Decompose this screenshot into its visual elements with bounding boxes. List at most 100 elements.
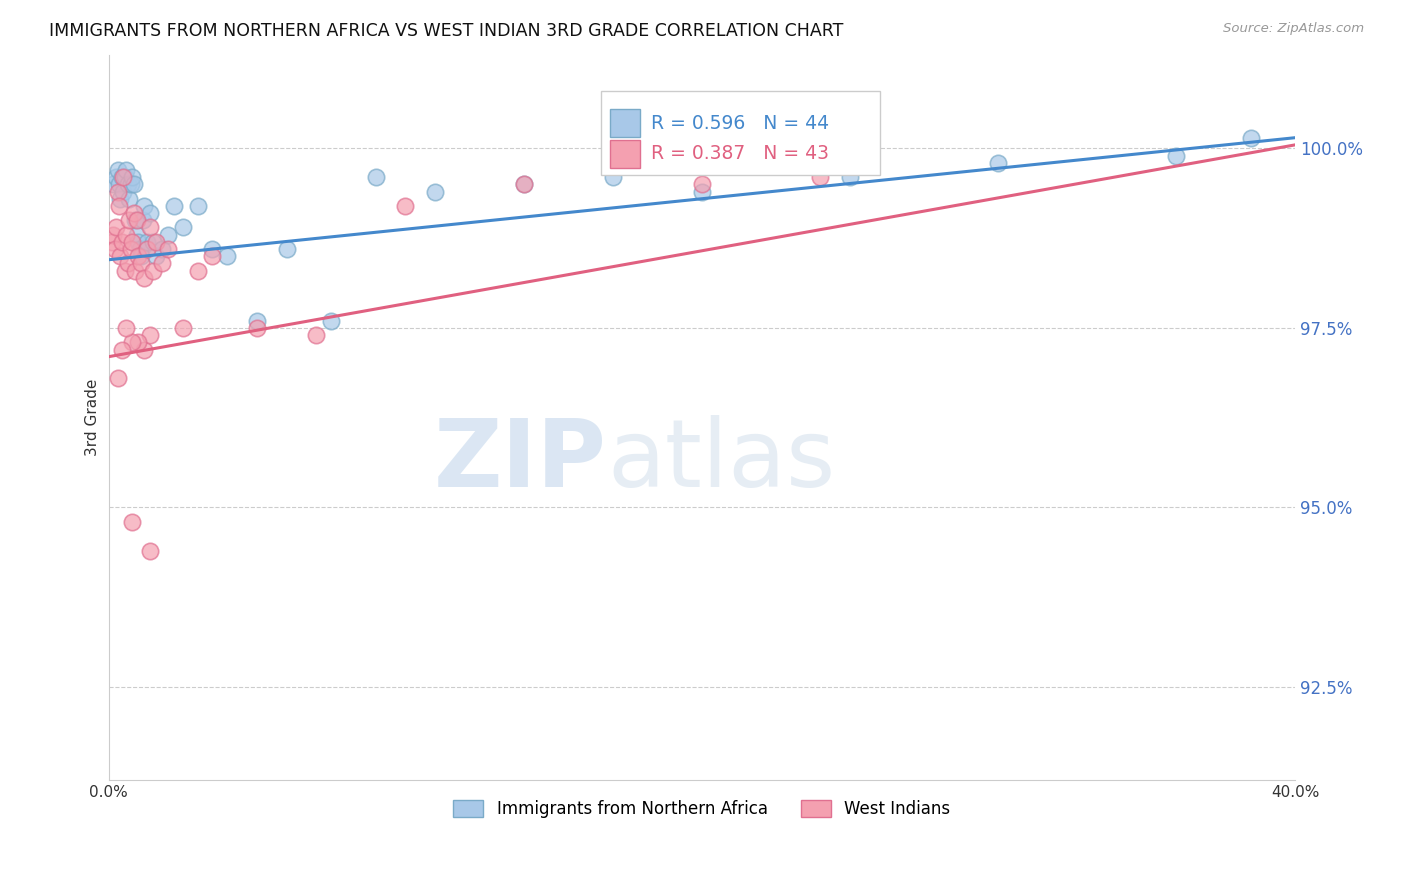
Point [136,242,159,256]
Point [136,235,159,249]
Point [115,227,138,242]
Point [132,213,155,227]
Point [276,242,298,256]
Point [142,235,165,249]
Point [201,242,224,256]
Point [145,249,167,263]
Point [112,170,135,185]
Point [163,199,186,213]
Text: Source: ZipAtlas.com: Source: ZipAtlas.com [1223,22,1364,36]
Point [129,249,152,263]
Point [120,242,142,256]
Point [690,185,713,199]
Point [121,235,143,249]
Point [124,213,146,227]
Point [134,270,156,285]
Point [117,178,139,192]
Point [111,170,134,185]
Point [124,263,146,277]
Point [150,256,173,270]
Point [128,242,150,256]
Point [120,178,142,192]
Point [139,543,162,558]
Text: ZIP: ZIP [434,416,607,508]
Point [110,192,132,206]
Point [839,170,862,185]
Point [246,321,269,335]
Point [690,178,713,192]
Point [108,178,131,192]
Point [115,163,138,178]
Point [513,178,536,192]
Point [145,235,167,249]
Point [101,227,124,242]
Point [115,321,138,335]
Point [513,178,536,192]
Point [103,242,125,256]
Point [114,170,136,185]
Point [172,321,194,335]
Point [1166,149,1188,163]
Point [125,227,148,242]
Point [118,213,141,227]
Point [107,163,129,178]
Point [107,185,129,199]
Point [127,249,149,263]
Point [114,263,136,277]
Text: IMMIGRANTS FROM NORTHERN AFRICA VS WEST INDIAN 3RD GRADE CORRELATION CHART: IMMIGRANTS FROM NORTHERN AFRICA VS WEST … [49,22,844,40]
Point [139,220,162,235]
Point [125,213,148,227]
Point [602,170,624,185]
Point [107,371,129,385]
Y-axis label: 3rd Grade: 3rd Grade [86,379,100,457]
Point [112,185,135,199]
Point [111,235,134,249]
Text: R = 0.596   N = 44: R = 0.596 N = 44 [651,113,830,133]
Bar [610,140,640,168]
Point [246,314,269,328]
Point [156,242,179,256]
Point [127,335,149,350]
Point [101,178,124,192]
Point [201,249,224,263]
Point [139,328,162,343]
Point [364,170,387,185]
Text: atlas: atlas [607,416,835,508]
Point [118,192,141,206]
Point [187,263,209,277]
Point [117,256,139,270]
Point [810,170,832,185]
Point [134,199,156,213]
Point [105,220,128,235]
Point [121,335,143,350]
Point [987,156,1010,170]
Point [111,343,134,357]
Point [423,185,446,199]
Point [134,343,156,357]
Point [394,199,416,213]
Point [122,178,145,192]
Point [319,314,342,328]
Point [139,206,162,220]
Point [110,249,132,263]
Legend: Immigrants from Northern Africa, West Indians: Immigrants from Northern Africa, West In… [444,791,959,826]
Point [127,235,149,249]
FancyBboxPatch shape [600,91,880,175]
Point [105,170,128,185]
Point [142,263,165,277]
Point [150,242,173,256]
Point [129,256,152,270]
Point [100,235,122,249]
Point [121,515,143,529]
Point [305,328,328,343]
Point [172,220,194,235]
Point [108,199,131,213]
Point [1239,130,1261,145]
Point [156,227,179,242]
Text: R = 0.387   N = 43: R = 0.387 N = 43 [651,145,828,163]
Point [122,206,145,220]
Bar [610,110,640,136]
Point [187,199,209,213]
Point [217,249,239,263]
Point [121,170,143,185]
